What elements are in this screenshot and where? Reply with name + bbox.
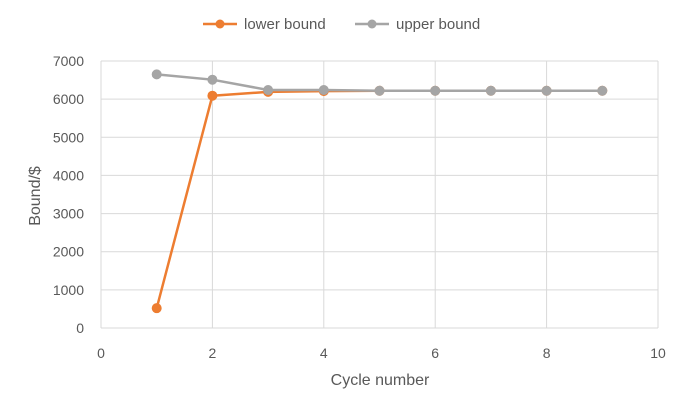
data-point-upper-bound	[541, 85, 552, 96]
data-point-lower-bound	[151, 303, 162, 314]
data-point-upper-bound	[207, 74, 218, 85]
data-point-upper-bound	[374, 85, 385, 96]
data-point-upper-bound	[597, 85, 608, 96]
y-tick-label: 7000	[53, 53, 84, 69]
x-tick-label: 0	[97, 345, 105, 361]
legend-marker-upper-bound	[367, 19, 377, 29]
x-tick-label: 4	[320, 345, 328, 361]
gridlines	[100, 60, 659, 329]
axes: 0 1000 2000 3000 4000 5000 6000 7000 0 2 4 6 8 10	[53, 53, 666, 361]
y-tick-label: 3000	[53, 206, 84, 222]
x-tick-label: 10	[650, 345, 666, 361]
data-point-lower-bound	[207, 90, 218, 101]
y-tick-label: 2000	[53, 244, 84, 260]
legend-label-lower-bound: lower bound	[244, 16, 326, 33]
data-point-upper-bound	[263, 84, 274, 95]
x-tick-label: 6	[431, 345, 439, 361]
data-point-upper-bound	[430, 85, 441, 96]
series-layer	[151, 69, 608, 314]
data-point-upper-bound	[485, 85, 496, 96]
series-line-lower-bound	[155, 89, 604, 310]
legend-marker-lower-bound	[215, 19, 225, 29]
x-tick-label: 2	[209, 345, 217, 361]
x-tick-label: 8	[543, 345, 551, 361]
y-tick-label: 5000	[53, 129, 84, 145]
y-tick-label: 4000	[53, 167, 84, 183]
legend: lower bound upper bound	[203, 16, 480, 33]
data-point-upper-bound	[318, 84, 329, 95]
data-point-upper-bound	[151, 69, 162, 80]
y-tick-label: 1000	[53, 282, 84, 298]
x-axis-title: Cycle number	[331, 372, 430, 389]
y-axis-title: Bound/$	[27, 166, 44, 226]
legend-label-upper-bound: upper bound	[396, 16, 480, 33]
y-tick-label: 6000	[53, 91, 84, 107]
y-tick-label: 0	[76, 320, 84, 336]
